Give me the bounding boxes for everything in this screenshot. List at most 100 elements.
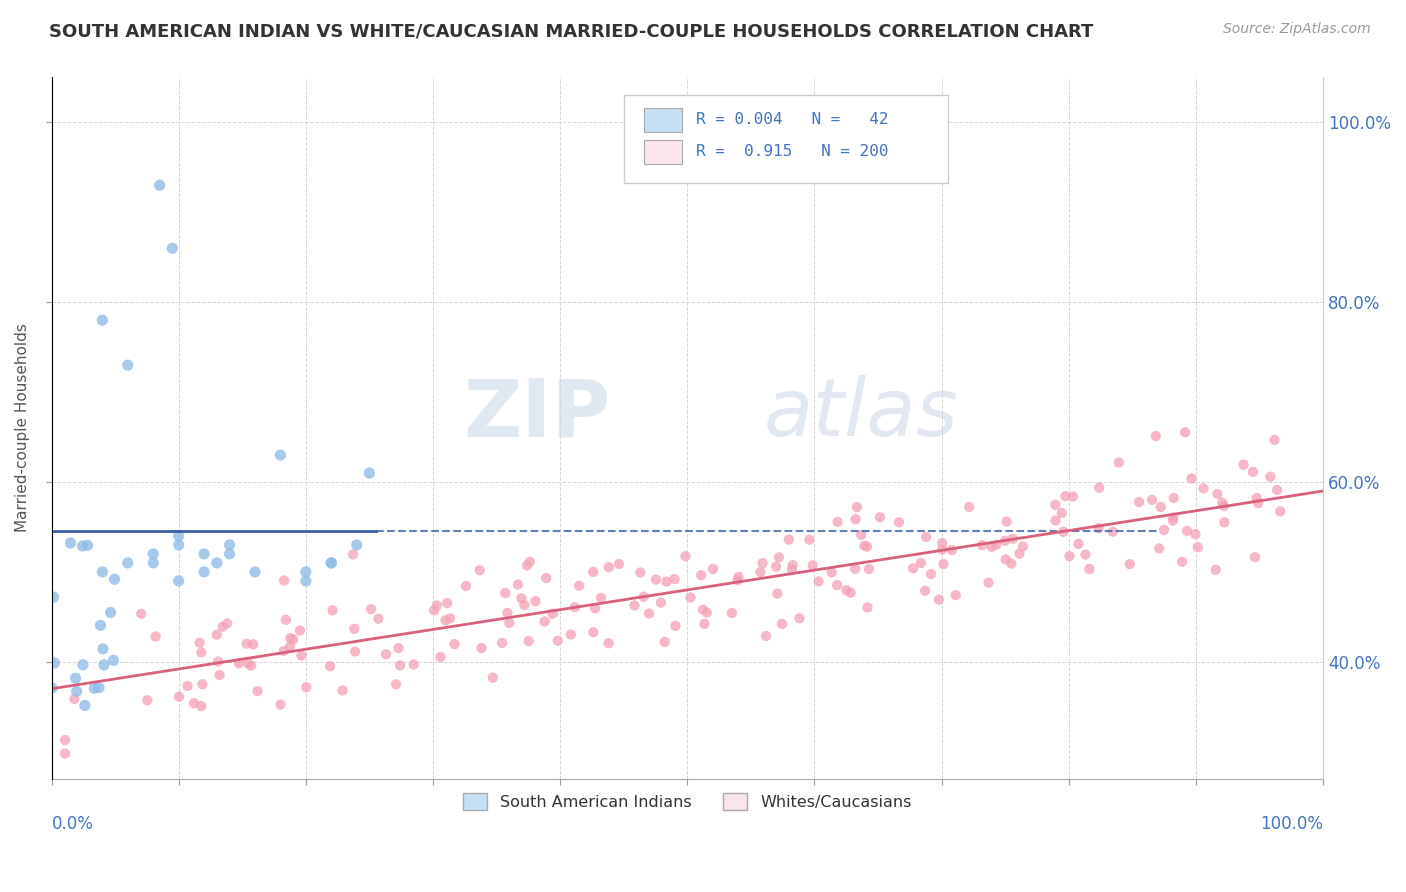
Point bbox=[856, 600, 879, 615]
Text: 100.0%: 100.0% bbox=[1260, 815, 1323, 833]
Point bbox=[513, 598, 536, 612]
Point bbox=[994, 552, 1017, 566]
Point bbox=[235, 637, 257, 651]
Point bbox=[845, 512, 868, 526]
Point bbox=[321, 556, 343, 570]
Point bbox=[443, 637, 465, 651]
Point bbox=[63, 692, 86, 706]
Point bbox=[385, 677, 408, 691]
Point bbox=[295, 680, 318, 694]
Point bbox=[766, 586, 789, 600]
Point bbox=[931, 536, 953, 550]
Point bbox=[654, 635, 676, 649]
Point bbox=[1008, 547, 1031, 561]
Point bbox=[564, 600, 586, 615]
Point bbox=[167, 538, 190, 552]
Point bbox=[193, 547, 215, 561]
Point bbox=[176, 679, 198, 693]
Point bbox=[1045, 498, 1067, 512]
Point bbox=[664, 572, 686, 586]
Point bbox=[1265, 483, 1288, 497]
Point bbox=[568, 579, 591, 593]
Text: R = 0.004   N =   42: R = 0.004 N = 42 bbox=[696, 112, 889, 127]
Point bbox=[1012, 540, 1035, 554]
Point bbox=[799, 533, 821, 547]
Point bbox=[191, 677, 214, 691]
Point bbox=[426, 599, 449, 613]
Point bbox=[928, 592, 950, 607]
Point bbox=[439, 611, 461, 625]
Point bbox=[1144, 429, 1167, 443]
Point bbox=[434, 613, 457, 627]
Point bbox=[42, 590, 65, 604]
Point bbox=[1067, 537, 1090, 551]
Point bbox=[283, 632, 305, 647]
Point bbox=[1108, 455, 1130, 469]
Point bbox=[931, 542, 953, 557]
Point bbox=[41, 681, 63, 695]
Point bbox=[423, 603, 446, 617]
Point bbox=[524, 594, 547, 608]
Point bbox=[1050, 506, 1073, 520]
Point bbox=[468, 563, 491, 577]
Point bbox=[273, 574, 295, 588]
Point bbox=[375, 648, 398, 662]
Point bbox=[1000, 557, 1022, 571]
Point bbox=[915, 530, 938, 544]
Point bbox=[598, 560, 620, 574]
Point bbox=[491, 636, 513, 650]
Point bbox=[188, 636, 211, 650]
Point bbox=[93, 657, 115, 672]
Point bbox=[1192, 481, 1215, 495]
Text: R =  0.915   N = 200: R = 0.915 N = 200 bbox=[696, 145, 889, 160]
Point bbox=[1059, 549, 1081, 563]
Point bbox=[633, 590, 655, 604]
Point bbox=[702, 562, 724, 576]
Point bbox=[986, 538, 1008, 552]
Point bbox=[59, 536, 82, 550]
Point bbox=[322, 603, 344, 617]
Point bbox=[436, 596, 458, 610]
Point bbox=[849, 528, 872, 542]
Point bbox=[1206, 487, 1229, 501]
Point bbox=[778, 533, 800, 547]
Point bbox=[367, 612, 389, 626]
Point bbox=[83, 681, 105, 696]
Point bbox=[901, 561, 924, 575]
Point bbox=[835, 583, 858, 598]
Point bbox=[770, 616, 793, 631]
Point bbox=[470, 641, 492, 656]
Point bbox=[1232, 458, 1254, 472]
Point bbox=[506, 577, 529, 591]
Point bbox=[236, 657, 259, 671]
Point bbox=[541, 607, 564, 621]
Point bbox=[560, 627, 582, 641]
Point bbox=[957, 500, 980, 514]
Point bbox=[628, 566, 651, 580]
Point bbox=[1171, 555, 1194, 569]
Point bbox=[218, 547, 240, 561]
Point bbox=[673, 549, 696, 564]
Point bbox=[1147, 541, 1170, 556]
Point bbox=[517, 634, 540, 648]
Point bbox=[103, 572, 125, 586]
Point bbox=[768, 550, 790, 565]
Point bbox=[1161, 514, 1184, 528]
Point bbox=[66, 684, 89, 698]
Point bbox=[89, 618, 111, 632]
Point bbox=[321, 556, 343, 570]
Point bbox=[645, 573, 668, 587]
Point bbox=[273, 644, 295, 658]
Point bbox=[1184, 527, 1206, 541]
Point bbox=[1263, 433, 1285, 447]
Point bbox=[211, 620, 233, 634]
Point bbox=[342, 548, 364, 562]
Point bbox=[269, 448, 291, 462]
Point bbox=[1052, 524, 1074, 539]
Point bbox=[1260, 469, 1282, 483]
Point bbox=[142, 556, 165, 570]
Point bbox=[218, 538, 240, 552]
Point bbox=[994, 533, 1017, 548]
Point bbox=[679, 591, 702, 605]
Point bbox=[87, 681, 110, 695]
